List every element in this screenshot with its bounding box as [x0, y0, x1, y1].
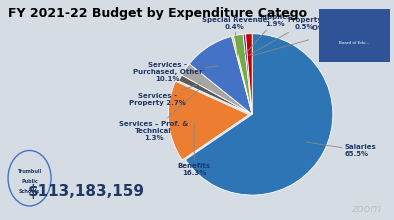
Text: Public: Public [21, 179, 38, 184]
Wedge shape [243, 34, 252, 114]
Text: Services -
Property 2.7%: Services - Property 2.7% [128, 83, 201, 106]
Text: Schools: Schools [19, 189, 40, 194]
Wedge shape [168, 81, 249, 160]
Wedge shape [179, 75, 252, 114]
Text: Other Objects
1.3%: Other Objects 1.3% [253, 25, 367, 56]
Wedge shape [232, 36, 252, 114]
Text: $113,183,159: $113,183,159 [28, 184, 145, 199]
Text: Services -
Purchased, Other
10.1%: Services - Purchased, Other 10.1% [133, 62, 218, 82]
Wedge shape [234, 34, 252, 114]
Text: Salaries
65.5%: Salaries 65.5% [306, 142, 377, 157]
Wedge shape [245, 34, 252, 114]
Wedge shape [182, 64, 252, 114]
Text: FY 2021-22 Budget by Expenditure Catego: FY 2021-22 Budget by Expenditure Catego [8, 7, 307, 20]
Text: Board of Edu...: Board of Edu... [340, 41, 370, 45]
Wedge shape [186, 34, 333, 195]
Wedge shape [190, 36, 252, 114]
Text: Trumbull: Trumbull [17, 169, 42, 174]
Text: zoom: zoom [351, 204, 381, 214]
Text: Services – Prof. &
Technical
1.3%: Services – Prof. & Technical 1.3% [119, 90, 198, 141]
Text: Benefits
16.3%: Benefits 16.3% [178, 122, 211, 176]
Text: Special Revenue
0.4%: Special Revenue 0.4% [202, 17, 267, 55]
Text: Supplies
1.9%: Supplies 1.9% [244, 14, 292, 55]
Text: Property
0.5%: Property 0.5% [249, 17, 322, 55]
